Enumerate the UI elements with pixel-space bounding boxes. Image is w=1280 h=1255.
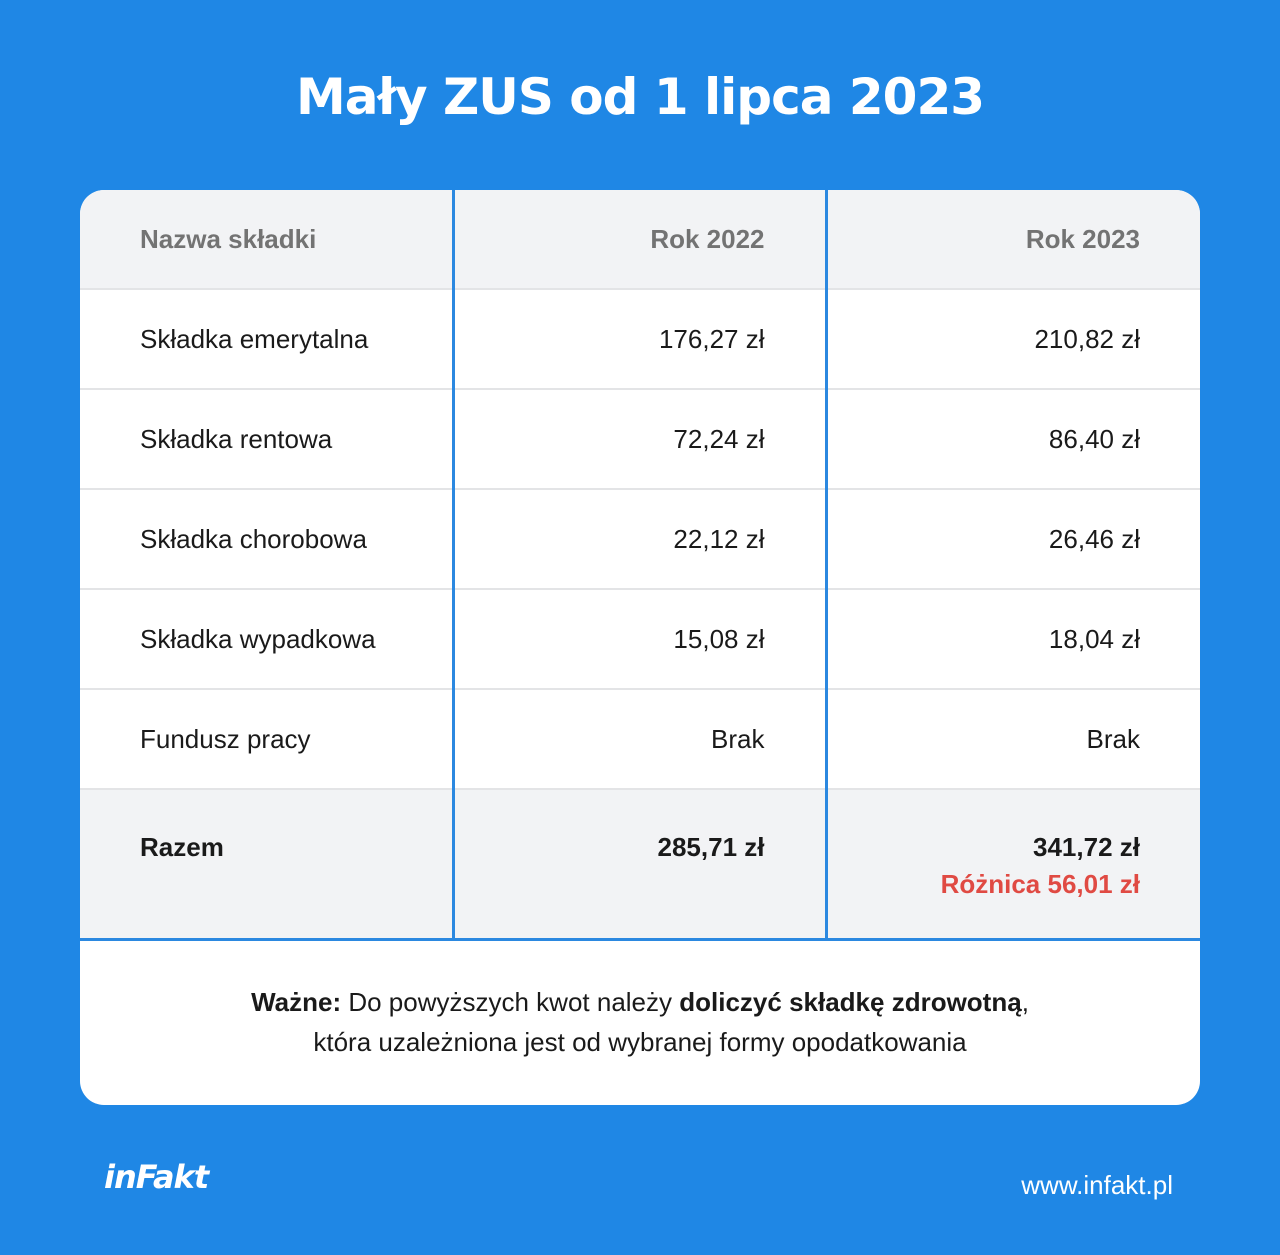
note-lead: Ważne: bbox=[251, 987, 342, 1017]
note-text-2: , bbox=[1021, 987, 1029, 1017]
total-row: Razem 285,71 zł 341,72 zł Różnica 56,01 … bbox=[80, 789, 1200, 941]
contribution-table-card: Nazwa składki Rok 2022 Rok 2023 Składka … bbox=[80, 190, 1200, 1105]
row-2022: 15,08 zł bbox=[451, 589, 826, 690]
table-row: Składka chorobowa 22,12 zł 26,46 zł bbox=[80, 489, 1200, 590]
table-row: Składka emerytalna 176,27 zł 210,82 zł bbox=[80, 289, 1200, 390]
table-row: Składka wypadkowa 15,08 zł 18,04 zł bbox=[80, 589, 1200, 690]
difference-value: Różnica 56,01 zł bbox=[940, 869, 1140, 899]
table-row: Składka rentowa 72,24 zł 86,40 zł bbox=[80, 389, 1200, 490]
row-2023: 26,46 zł bbox=[824, 489, 1200, 590]
row-2023: 18,04 zł bbox=[824, 589, 1200, 690]
infakt-logo: inFakt bbox=[104, 1158, 209, 1196]
table-row: Fundusz pracy Brak Brak bbox=[80, 689, 1200, 790]
row-2022: 72,24 zł bbox=[451, 389, 826, 490]
row-name: Składka chorobowa bbox=[80, 489, 453, 590]
table-header-row: Nazwa składki Rok 2022 Rok 2023 bbox=[80, 190, 1200, 290]
row-2023: 86,40 zł bbox=[824, 389, 1200, 490]
total-2022: 285,71 zł bbox=[451, 789, 826, 941]
row-name: Składka wypadkowa bbox=[80, 589, 453, 690]
row-2023: Brak bbox=[824, 689, 1200, 790]
page-title: Mały ZUS od 1 lipca 2023 bbox=[295, 68, 985, 126]
row-2022: 176,27 zł bbox=[451, 289, 826, 390]
important-note: Ważne: Do powyższych kwot należy doliczy… bbox=[80, 982, 1200, 1062]
row-name: Składka rentowa bbox=[80, 389, 453, 490]
total-2023: 341,72 zł bbox=[1033, 832, 1140, 862]
row-2022: 22,12 zł bbox=[451, 489, 826, 590]
row-2022: Brak bbox=[451, 689, 826, 790]
row-name: Fundusz pracy bbox=[80, 689, 453, 790]
total-2023-cell: 341,72 zł Różnica 56,01 zł bbox=[824, 789, 1200, 941]
row-2023: 210,82 zł bbox=[824, 289, 1200, 390]
row-name: Składka emerytalna bbox=[80, 289, 453, 390]
note-text-1: Do powyższych kwot należy bbox=[341, 987, 680, 1017]
note-line-2: która uzależniona jest od wybranej formy… bbox=[313, 1027, 967, 1057]
header-2023: Rok 2023 bbox=[824, 190, 1200, 290]
header-2022: Rok 2022 bbox=[451, 190, 826, 290]
website-url: www.infakt.pl bbox=[1021, 1170, 1173, 1200]
note-emphasis: doliczyć składkę zdrowotną bbox=[679, 987, 1022, 1017]
total-label: Razem bbox=[80, 789, 453, 941]
contribution-table: Nazwa składki Rok 2022 Rok 2023 Składka … bbox=[80, 190, 1200, 941]
header-name: Nazwa składki bbox=[80, 190, 453, 290]
note-line-1: Ważne: Do powyższych kwot należy doliczy… bbox=[80, 982, 1200, 1022]
